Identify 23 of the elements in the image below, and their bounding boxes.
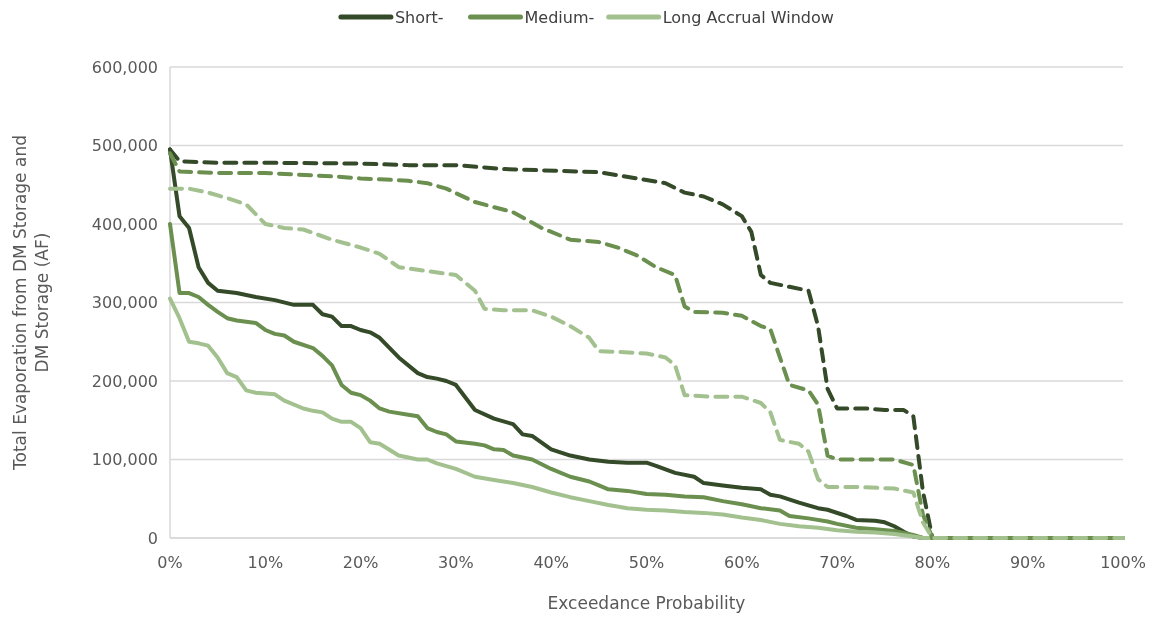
x-tick-label: 60%: [724, 553, 760, 572]
y-tick-label: 600,000: [91, 57, 158, 77]
legend-label: Short-: [394, 7, 444, 27]
y-tick-label: 100,000: [91, 450, 158, 470]
y-tick-label: 0: [147, 528, 158, 548]
y-tick-label: 400,000: [91, 214, 158, 234]
x-tick-label: 30%: [438, 553, 474, 572]
x-tick-label: 70%: [819, 553, 855, 572]
y-tick-label: 500,000: [91, 136, 158, 156]
x-tick-label: 80%: [914, 553, 951, 572]
x-tick-label: 0%: [157, 553, 183, 572]
x-tick-label: 90%: [1009, 553, 1046, 572]
x-axis-title: Exceedance Probability: [547, 593, 746, 613]
y-tick-label: 200,000: [91, 371, 158, 391]
x-tick-label: 40%: [533, 553, 569, 572]
x-tick-label: 10%: [247, 553, 284, 572]
x-tick-label: 50%: [628, 553, 665, 572]
y-axis-title: Total Evaporation from DM Storage and DM Storage (AF): [10, 135, 52, 471]
legend-label: Long Accrual Window: [662, 7, 834, 27]
legend-label: Medium-: [524, 7, 595, 27]
x-tick-label: 20%: [342, 553, 379, 572]
x-tick-label: 100%: [1100, 553, 1146, 572]
y-tick-label: 300,000: [91, 293, 158, 313]
